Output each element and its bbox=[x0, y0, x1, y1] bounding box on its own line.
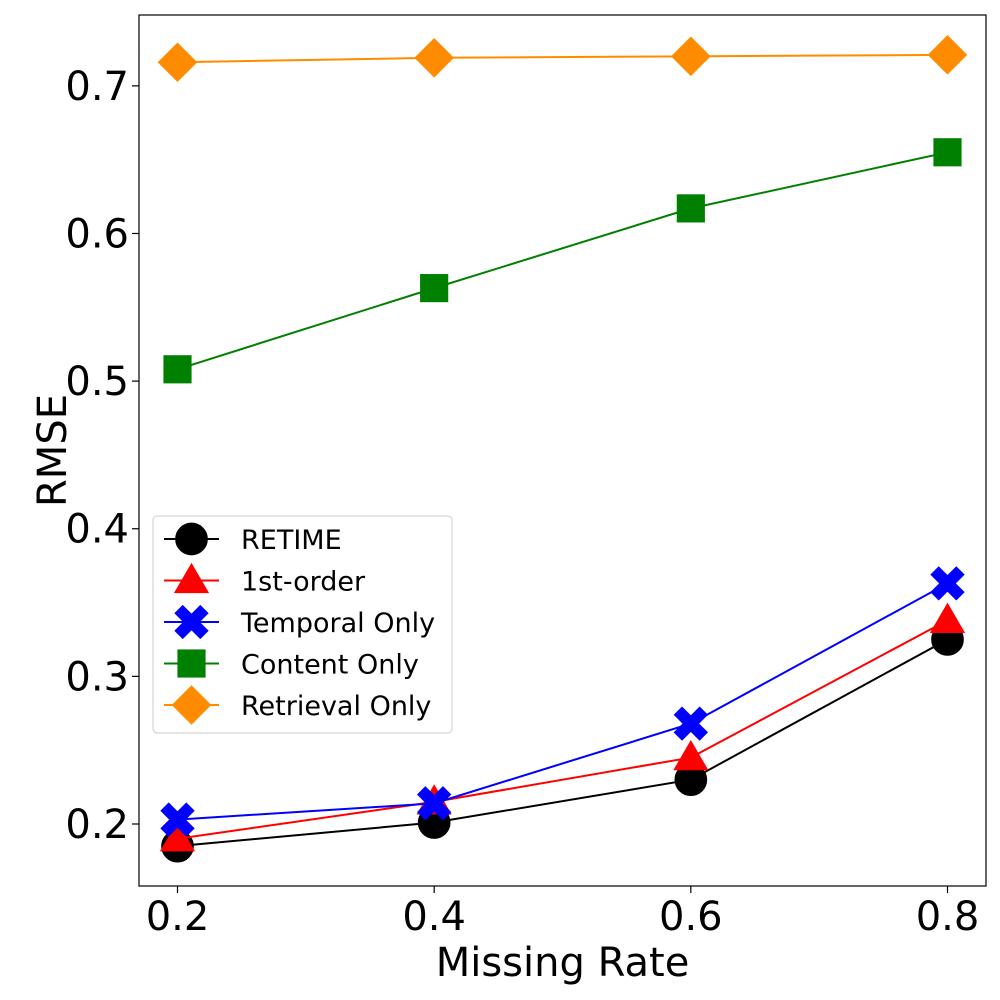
series-retrieval-only bbox=[157, 35, 968, 83]
data-point-content-only bbox=[676, 194, 705, 223]
data-point-retrieval-only bbox=[927, 35, 968, 75]
legend-box bbox=[152, 515, 453, 734]
y-tick-label: 0.4 bbox=[65, 507, 129, 553]
y-tick-label: 0.3 bbox=[65, 654, 129, 700]
legend: RETIME 1st-order Temporal Only Content Only… bbox=[152, 515, 453, 734]
x-tick-label: 0.8 bbox=[916, 894, 980, 940]
series-line-retime bbox=[177, 638, 948, 848]
series-temporal-only bbox=[160, 566, 965, 837]
series-content-only bbox=[163, 138, 962, 384]
legend-marker bbox=[174, 604, 209, 640]
legend-item: Temporal Only bbox=[164, 604, 435, 640]
data-point-1st-order bbox=[929, 602, 966, 633]
x-tick-label: 0.6 bbox=[659, 894, 723, 940]
legend-marker bbox=[175, 522, 208, 556]
plot-area-frame bbox=[138, 14, 987, 887]
y-axis-label: RMSE bbox=[30, 394, 76, 507]
legend-marker bbox=[177, 649, 206, 678]
data-point-temporal-only bbox=[673, 706, 708, 741]
y-tick-label: 0.6 bbox=[65, 211, 129, 257]
data-point-content-only bbox=[933, 138, 962, 167]
x-tick-label: 0.2 bbox=[146, 894, 210, 940]
data-point-temporal-only bbox=[417, 786, 452, 821]
series-layer bbox=[157, 35, 968, 863]
data-point-temporal-only bbox=[930, 566, 965, 601]
y-axis: 0.2 0.3 0.4 0.5 0.6 0.7 bbox=[65, 64, 139, 848]
data-point-retrieval-only bbox=[157, 42, 198, 83]
x-axis: 0.2 0.4 0.6 0.8 bbox=[146, 886, 980, 940]
series-line-1st-order bbox=[177, 619, 948, 840]
data-point-content-only bbox=[163, 355, 192, 384]
legend-label: 1st-order bbox=[241, 567, 366, 598]
series-line-retrieval-only bbox=[177, 53, 948, 64]
x-tick-label: 0.4 bbox=[402, 894, 466, 940]
y-tick-label: 0.5 bbox=[65, 359, 129, 405]
legend-marker bbox=[173, 562, 210, 594]
legend-item: Retrieval Only bbox=[164, 685, 431, 725]
data-point-1st-order bbox=[159, 821, 196, 852]
series-line-temporal-only bbox=[177, 582, 948, 821]
legend-label: Retrieval Only bbox=[241, 691, 431, 722]
y-tick-label: 0.7 bbox=[65, 64, 129, 110]
data-point-1st-order bbox=[673, 739, 709, 771]
data-point-retrieval-only bbox=[671, 36, 711, 77]
legend-label: Temporal Only bbox=[240, 608, 435, 639]
legend-item: RETIME bbox=[164, 522, 342, 556]
data-point-retrieval-only bbox=[414, 38, 454, 78]
data-point-temporal-only bbox=[160, 802, 195, 837]
y-tick-label: 0.2 bbox=[65, 802, 129, 848]
data-point-content-only bbox=[420, 274, 449, 303]
legend-label: Content Only bbox=[241, 650, 419, 681]
series-line-content-only bbox=[177, 151, 948, 371]
legend-item: Content Only bbox=[164, 649, 419, 681]
x-axis-label: Missing Rate bbox=[436, 940, 690, 986]
legend-item: 1st-order bbox=[164, 562, 366, 598]
legend-label: RETIME bbox=[241, 525, 342, 556]
legend-marker bbox=[171, 685, 212, 725]
